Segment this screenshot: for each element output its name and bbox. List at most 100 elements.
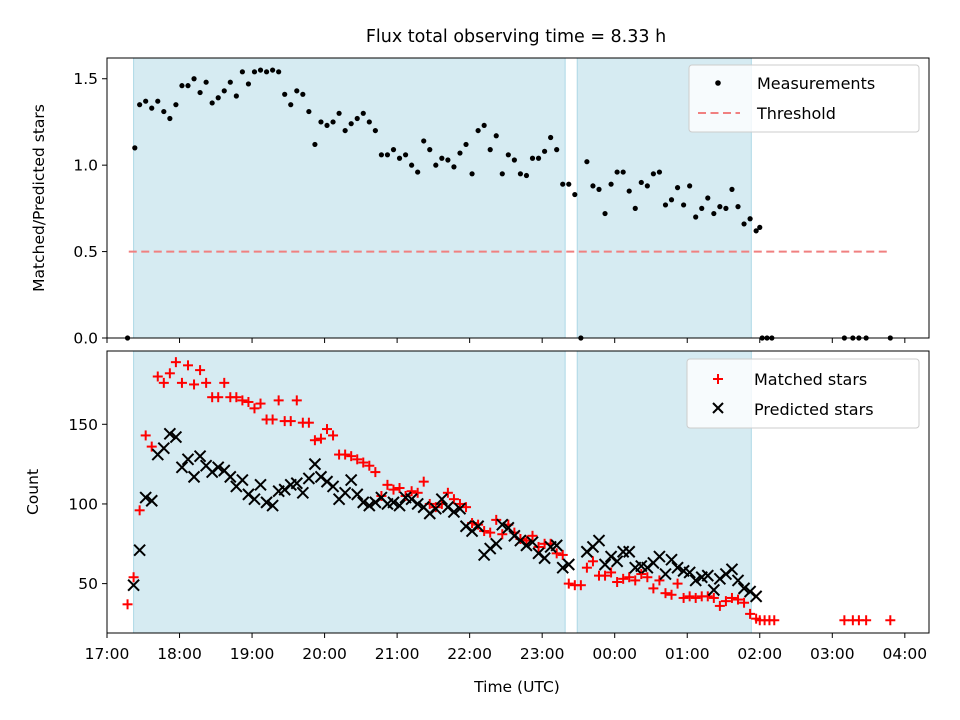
measurement-point	[191, 76, 197, 82]
predicted-star-stroke	[357, 496, 370, 509]
predicted-star-point	[737, 582, 751, 595]
x-tick-label: 23:00	[520, 645, 565, 663]
predicted-star-point	[502, 521, 515, 535]
measurement-point	[276, 69, 282, 75]
measurement-point	[723, 205, 729, 211]
matched-star-point	[839, 615, 850, 626]
measurement-point	[687, 183, 693, 189]
predicted-star-point	[538, 551, 551, 565]
shaded-interval	[133, 351, 566, 633]
matched-star-point	[660, 588, 671, 599]
matched-star-point	[340, 449, 351, 460]
x-tick-label: 21:00	[375, 645, 420, 663]
measurement-point	[638, 179, 644, 186]
matched-star-point	[636, 569, 647, 580]
measurement-point	[203, 79, 209, 85]
measurement-point	[632, 205, 638, 211]
predicted-star-point	[224, 470, 237, 484]
matched-star-point	[309, 435, 320, 446]
matched-star-point	[739, 597, 750, 608]
measurement-point	[354, 115, 360, 122]
matched-star-point	[551, 548, 562, 559]
predicted-star-point	[701, 569, 714, 582]
measurement-point	[300, 91, 306, 97]
matched-star-point	[158, 377, 169, 388]
matched-star-point	[587, 556, 598, 567]
predicted-star-stroke	[139, 491, 152, 504]
predicted-star-stroke	[471, 520, 485, 533]
measurement-point	[681, 202, 687, 208]
top-legend: Measurements Threshold	[688, 64, 920, 133]
predicted-star-stroke	[157, 441, 171, 455]
measurement-points	[124, 67, 893, 341]
matched-star-point	[654, 575, 665, 586]
measurement-point	[137, 102, 143, 108]
predicted-star-stroke	[326, 480, 340, 493]
matched-star-point	[315, 433, 326, 444]
predicted-star-stroke	[725, 563, 739, 576]
predicted-star-point	[169, 430, 183, 444]
predicted-star-stroke	[447, 505, 461, 519]
predicted-star-point	[653, 550, 666, 563]
matched-star-point	[648, 583, 659, 594]
predicted-star-stroke	[133, 543, 146, 557]
predicted-star-point	[731, 574, 745, 587]
y-tick-label: 150	[68, 416, 98, 434]
matched-star-point	[624, 572, 635, 583]
measurement-point	[602, 210, 608, 217]
predicted-star-stroke	[592, 534, 606, 547]
matched-star-point	[219, 377, 230, 388]
matched-star-point	[485, 527, 496, 538]
predicted-star-stroke	[496, 518, 509, 531]
predicted-star-point	[248, 492, 261, 506]
legend-predicted-label: Predicted stars	[754, 400, 874, 419]
y-tick-label: 0.0	[73, 330, 98, 348]
measurement-point	[741, 221, 747, 227]
matched-star-point	[612, 577, 623, 588]
bottom-x-ticks: 17:00 18:00 19:00 20:00 21:00 22:00 23:00 00:00…	[85, 633, 927, 663]
predicted-star-point	[296, 486, 310, 500]
measurement-point	[173, 102, 179, 108]
x-tick-label: 22:00	[447, 645, 492, 663]
predicted-star-point	[193, 449, 207, 463]
measurement-point	[608, 181, 614, 187]
top-y-axis-label: Matched/Predicted stars	[30, 104, 48, 292]
y-tick-label: 0.5	[73, 243, 98, 261]
measurement-point	[590, 183, 596, 189]
predicted-star-point	[665, 553, 678, 566]
measurement-point	[155, 98, 161, 104]
predicted-star-stroke	[749, 590, 763, 603]
bottom-legend-box	[686, 358, 920, 429]
predicted-star-point	[145, 494, 158, 507]
predicted-star-point	[326, 480, 340, 493]
predicted-star-point	[187, 470, 201, 484]
predicted-star-point	[429, 502, 443, 515]
matched-star-point	[388, 484, 399, 495]
predicted-star-stroke	[683, 566, 696, 579]
predicted-star-point	[490, 537, 503, 550]
measurement-point	[620, 169, 626, 175]
predicted-star-stroke	[308, 457, 322, 471]
matched-star-point	[364, 460, 375, 471]
predicted-star-point	[163, 427, 177, 441]
measurement-point	[409, 162, 415, 168]
measurement-point	[469, 171, 475, 177]
measurement-point	[390, 147, 397, 153]
x-tick-label: 20:00	[302, 645, 347, 663]
predicted-star-stroke	[635, 559, 648, 573]
matched-star-point	[195, 365, 206, 376]
predicted-star-stroke	[260, 496, 273, 509]
measurement-point	[348, 121, 354, 127]
measurement-point	[336, 110, 342, 116]
measurement-point	[548, 134, 554, 141]
matched-star-point	[122, 599, 133, 610]
predicted-star-stroke	[387, 496, 400, 509]
y-tick-label: 100	[68, 495, 98, 513]
predicted-star-stroke	[435, 492, 449, 506]
matched-star-point	[213, 392, 224, 403]
matched-star-point	[412, 487, 423, 498]
matched-star-point	[358, 457, 369, 468]
predicted-star-stroke	[266, 499, 279, 512]
predicted-star-stroke	[665, 553, 678, 566]
matched-star-point	[885, 615, 896, 626]
